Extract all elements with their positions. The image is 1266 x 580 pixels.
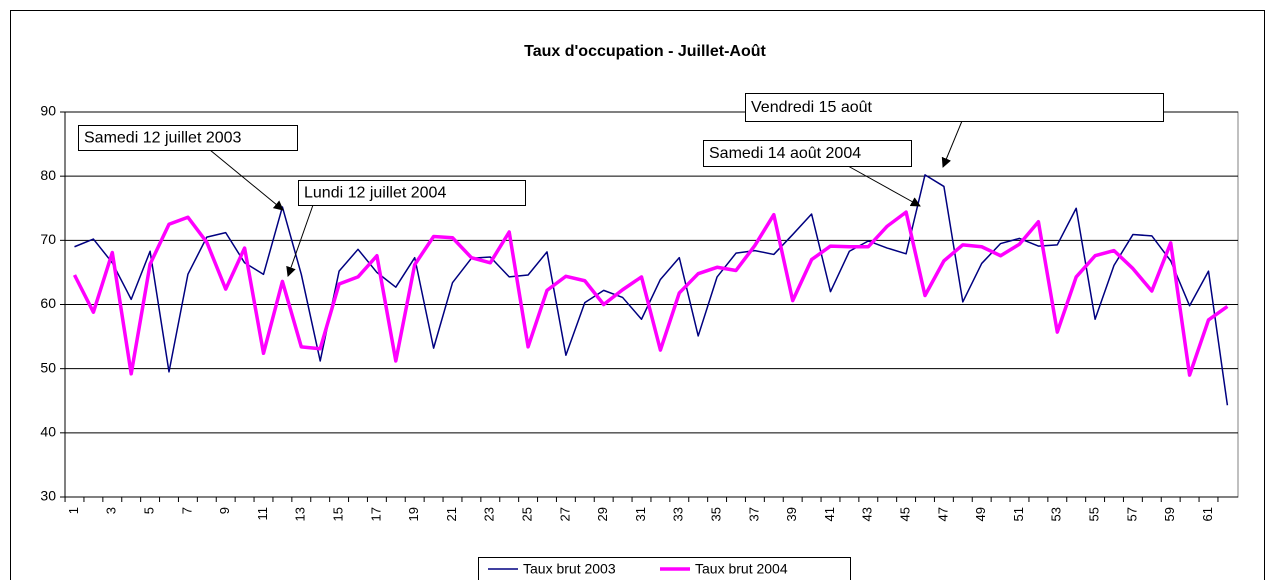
x-tick-label: 51 [1011,507,1026,521]
legend-label: Taux brut 2004 [695,561,788,577]
x-tick-label: 13 [293,507,308,521]
y-tick-label: 90 [40,103,56,119]
x-tick-label: 5 [142,507,157,514]
x-tick-label: 55 [1087,507,1102,521]
y-tick-label: 50 [40,359,56,375]
x-tick-label: 19 [406,507,421,521]
x-tick-label: 37 [746,507,761,521]
chart-title: Taux d'occupation - Juillet-Août [524,43,766,60]
annotation-box [78,125,298,151]
x-tick-label: 49 [973,507,988,521]
x-tick-label: 29 [595,507,610,521]
x-tick-label: 57 [1124,507,1139,521]
x-tick-label: 31 [633,507,648,521]
x-tick-label: 35 [709,507,724,521]
y-tick-label: 70 [40,231,56,247]
x-tick-label: 23 [482,507,497,521]
x-tick-label: 33 [671,507,686,521]
x-tick-label: 53 [1049,507,1064,521]
x-tick-label: 15 [331,507,346,521]
annotation-text: Samedi 14 août 2004 [709,145,861,162]
annotation-arrow [286,204,314,277]
annotation-text: Vendredi 15 août [751,99,873,116]
x-tick-label: 45 [898,507,913,521]
annotation-arrow [847,165,921,207]
annotation-box [703,140,912,167]
x-tick-label: 7 [179,507,194,514]
annotation-box [745,93,1164,122]
series-line [74,174,1229,406]
annotation-arrow [209,149,284,211]
y-tick-label: 80 [40,167,56,183]
x-tick-label: 3 [104,507,119,514]
annotation-text: Lundi 12 juillet 2004 [304,185,446,202]
x-tick-label: 9 [217,507,232,514]
x-tick-label: 39 [784,507,799,521]
x-tick-label: 59 [1162,507,1177,521]
x-tick-label: 43 [860,507,875,521]
y-tick-label: 60 [40,295,56,311]
x-tick-label: 25 [520,507,535,521]
y-tick-label: 40 [40,424,56,440]
x-tick-label: 11 [255,507,270,521]
series-line [72,210,1229,377]
annotation-text: Samedi 12 juillet 2003 [84,130,242,147]
y-tick-label: 30 [40,488,56,504]
x-tick-label: 27 [557,507,572,521]
x-tick-label: 17 [368,507,383,521]
x-tick-label: 61 [1200,507,1215,521]
x-tick-label: 41 [822,507,837,521]
x-tick-label: 47 [935,507,950,521]
x-tick-label: 1 [66,507,81,514]
x-tick-label: 21 [444,507,459,521]
legend-label: Taux brut 2003 [523,561,616,577]
annotation-arrow [941,120,963,168]
annotation-box [298,180,526,206]
